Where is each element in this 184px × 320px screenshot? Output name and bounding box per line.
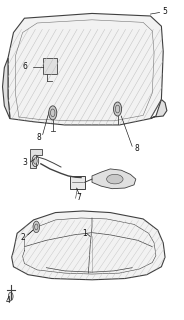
- Circle shape: [33, 158, 37, 164]
- Circle shape: [49, 106, 57, 120]
- Polygon shape: [12, 211, 165, 280]
- Text: 1: 1: [82, 229, 87, 238]
- Text: 8: 8: [37, 132, 41, 141]
- Polygon shape: [151, 100, 167, 119]
- Polygon shape: [8, 13, 163, 125]
- Text: 8: 8: [134, 144, 139, 153]
- Circle shape: [114, 102, 122, 116]
- Circle shape: [8, 292, 13, 300]
- Text: 6: 6: [23, 62, 28, 71]
- Polygon shape: [30, 149, 42, 168]
- Bar: [70, 176, 85, 189]
- Polygon shape: [3, 58, 10, 119]
- Circle shape: [33, 221, 40, 233]
- Text: 4: 4: [6, 296, 10, 305]
- Ellipse shape: [107, 174, 123, 184]
- Bar: [43, 58, 57, 74]
- Text: 7: 7: [77, 193, 82, 202]
- Text: 2: 2: [20, 233, 25, 242]
- Text: 5: 5: [163, 7, 167, 16]
- Text: 3: 3: [22, 158, 27, 167]
- Polygon shape: [92, 169, 136, 189]
